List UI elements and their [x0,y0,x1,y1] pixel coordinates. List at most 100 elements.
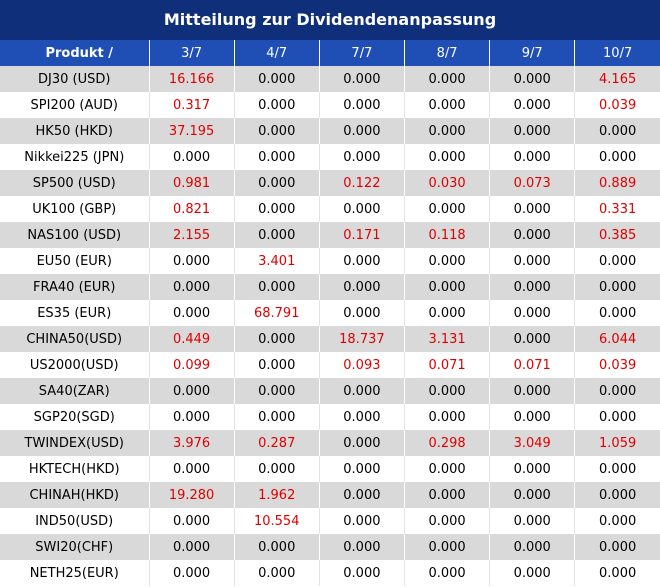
dividend-value: 0.981 [148,170,235,196]
page-title: Mitteilung zur Dividendenanpassung [0,0,660,40]
dividend-value: 0.000 [489,508,575,534]
dividend-value: 0.000 [318,118,405,144]
dividend-value: 0.287 [233,430,320,456]
dividend-value: 0.000 [574,300,660,326]
dividend-value: 0.000 [489,534,575,560]
dividend-value: 0.000 [574,560,660,586]
dividend-value: 0.000 [318,404,405,430]
dividend-value: 0.298 [403,430,490,456]
dividend-value: 0.000 [403,378,490,404]
dividend-value: 0.000 [403,456,490,482]
product-name: HK50 (HKD) [0,118,149,144]
dividend-value: 0.000 [403,92,490,118]
dividend-value: 0.122 [318,170,405,196]
table-row: UK100 (GBP) 0.821 0.000 0.000 0.000 0.000 0.33… [0,196,660,222]
dividend-value: 0.000 [403,560,490,586]
dividend-value: 0.000 [403,274,490,300]
dividend-value: 0.000 [489,300,575,326]
table-header: Produkt / 3/7 4/7 7/7 8/7 9/7 10/7 [0,40,660,66]
dividend-value: 0.000 [148,378,235,404]
dividend-value: 0.000 [148,404,235,430]
product-name: IND50(USD) [0,508,149,534]
table-row: SPI200 (AUD) 0.317 0.000 0.000 0.000 0.000 0.0… [0,92,660,118]
dividend-value: 0.000 [318,560,405,586]
dividend-value: 0.000 [148,144,235,170]
dividend-value: 0.000 [574,534,660,560]
table-row: HKTECH(HKD) 0.000 0.000 0.000 0.000 0.000 0.00… [0,456,660,482]
dividend-value: 6.044 [574,326,660,352]
dividend-value: 0.039 [574,352,660,378]
dividend-value: 0.000 [148,274,235,300]
table-row: TWINDEX(USD) 3.976 0.287 0.000 0.298 3.049 1.0… [0,430,660,456]
product-name: Nikkei225 (JPN) [0,144,149,170]
dividend-value: 0.093 [318,352,405,378]
dividend-value: 0.000 [489,144,575,170]
dividend-value: 0.000 [148,534,235,560]
dividend-value: 0.000 [403,66,490,92]
product-name: SP500 (USD) [0,170,149,196]
product-name: UK100 (GBP) [0,196,149,222]
dividend-value: 16.166 [148,66,235,92]
dividend-value: 0.000 [489,92,575,118]
product-name: SA40(ZAR) [0,378,149,404]
table-row: DJ30 (USD) 16.166 0.000 0.000 0.000 0.000 4.16… [0,66,660,92]
dividend-value: 0.118 [403,222,490,248]
product-name: SPI200 (AUD) [0,92,149,118]
dividend-value: 68.791 [233,300,320,326]
table-row: SP500 (USD) 0.981 0.000 0.122 0.030 0.073 0.88… [0,170,660,196]
dividend-value: 0.000 [489,560,575,586]
product-name: CHINAH(HKD) [0,482,149,508]
dividend-value: 0.099 [148,352,235,378]
dividend-value: 3.401 [233,248,320,274]
product-name: NAS100 (USD) [0,222,149,248]
product-name: DJ30 (USD) [0,66,149,92]
dividend-value: 0.000 [148,248,235,274]
dividend-value: 0.000 [233,534,320,560]
dividend-value: 0.000 [233,170,320,196]
dividend-value: 0.000 [574,118,660,144]
dividend-value: 0.000 [489,404,575,430]
dividend-value: 18.737 [318,326,405,352]
dividend-value: 0.071 [403,352,490,378]
dividend-value: 19.280 [148,482,235,508]
dividend-value: 0.000 [489,196,575,222]
dividend-value: 0.000 [403,404,490,430]
table-row: NAS100 (USD) 2.155 0.000 0.171 0.118 0.000 0.3… [0,222,660,248]
dividend-table: Produkt / 3/7 4/7 7/7 8/7 9/7 10/7 DJ30 (USD)… [0,40,660,586]
dividend-value: 3.049 [489,430,575,456]
dividend-value: 0.000 [318,274,405,300]
dividend-value: 0.000 [318,378,405,404]
dividend-value: 0.000 [574,248,660,274]
dividend-value: 37.195 [148,118,235,144]
dividend-value: 0.039 [574,92,660,118]
table-row: IND50(USD) 0.000 10.554 0.000 0.000 0.000 0.00… [0,508,660,534]
dividend-value: 0.000 [318,144,405,170]
column-header-product: Produkt / [0,40,149,66]
dividend-value: 0.331 [574,196,660,222]
dividend-value: 0.000 [233,92,320,118]
table-row: FRA40 (EUR) 0.000 0.000 0.000 0.000 0.000 0.00… [0,274,660,300]
dividend-value: 0.000 [489,118,575,144]
dividend-value: 0.000 [489,326,575,352]
dividend-value: 0.073 [489,170,575,196]
column-header-date: 4/7 [233,40,320,66]
dividend-value: 0.000 [233,352,320,378]
dividend-value: 0.000 [403,196,490,222]
dividend-value: 0.030 [403,170,490,196]
dividend-value: 0.000 [233,196,320,222]
dividend-value: 0.821 [148,196,235,222]
dividend-value: 0.000 [489,222,575,248]
dividend-value: 0.000 [148,456,235,482]
dividend-value: 0.000 [574,144,660,170]
dividend-value: 0.071 [489,352,575,378]
product-name: SWI20(CHF) [0,534,149,560]
table-row: NETH25(EUR) 0.000 0.000 0.000 0.000 0.000 0.00… [0,560,660,586]
dividend-value: 0.000 [233,274,320,300]
table-row: EU50 (EUR) 0.000 3.401 0.000 0.000 0.000 0.000 [0,248,660,274]
dividend-value: 0.000 [574,404,660,430]
dividend-value: 0.000 [574,456,660,482]
dividend-value: 0.000 [318,66,405,92]
dividend-value: 0.000 [318,300,405,326]
dividend-value: 2.155 [148,222,235,248]
